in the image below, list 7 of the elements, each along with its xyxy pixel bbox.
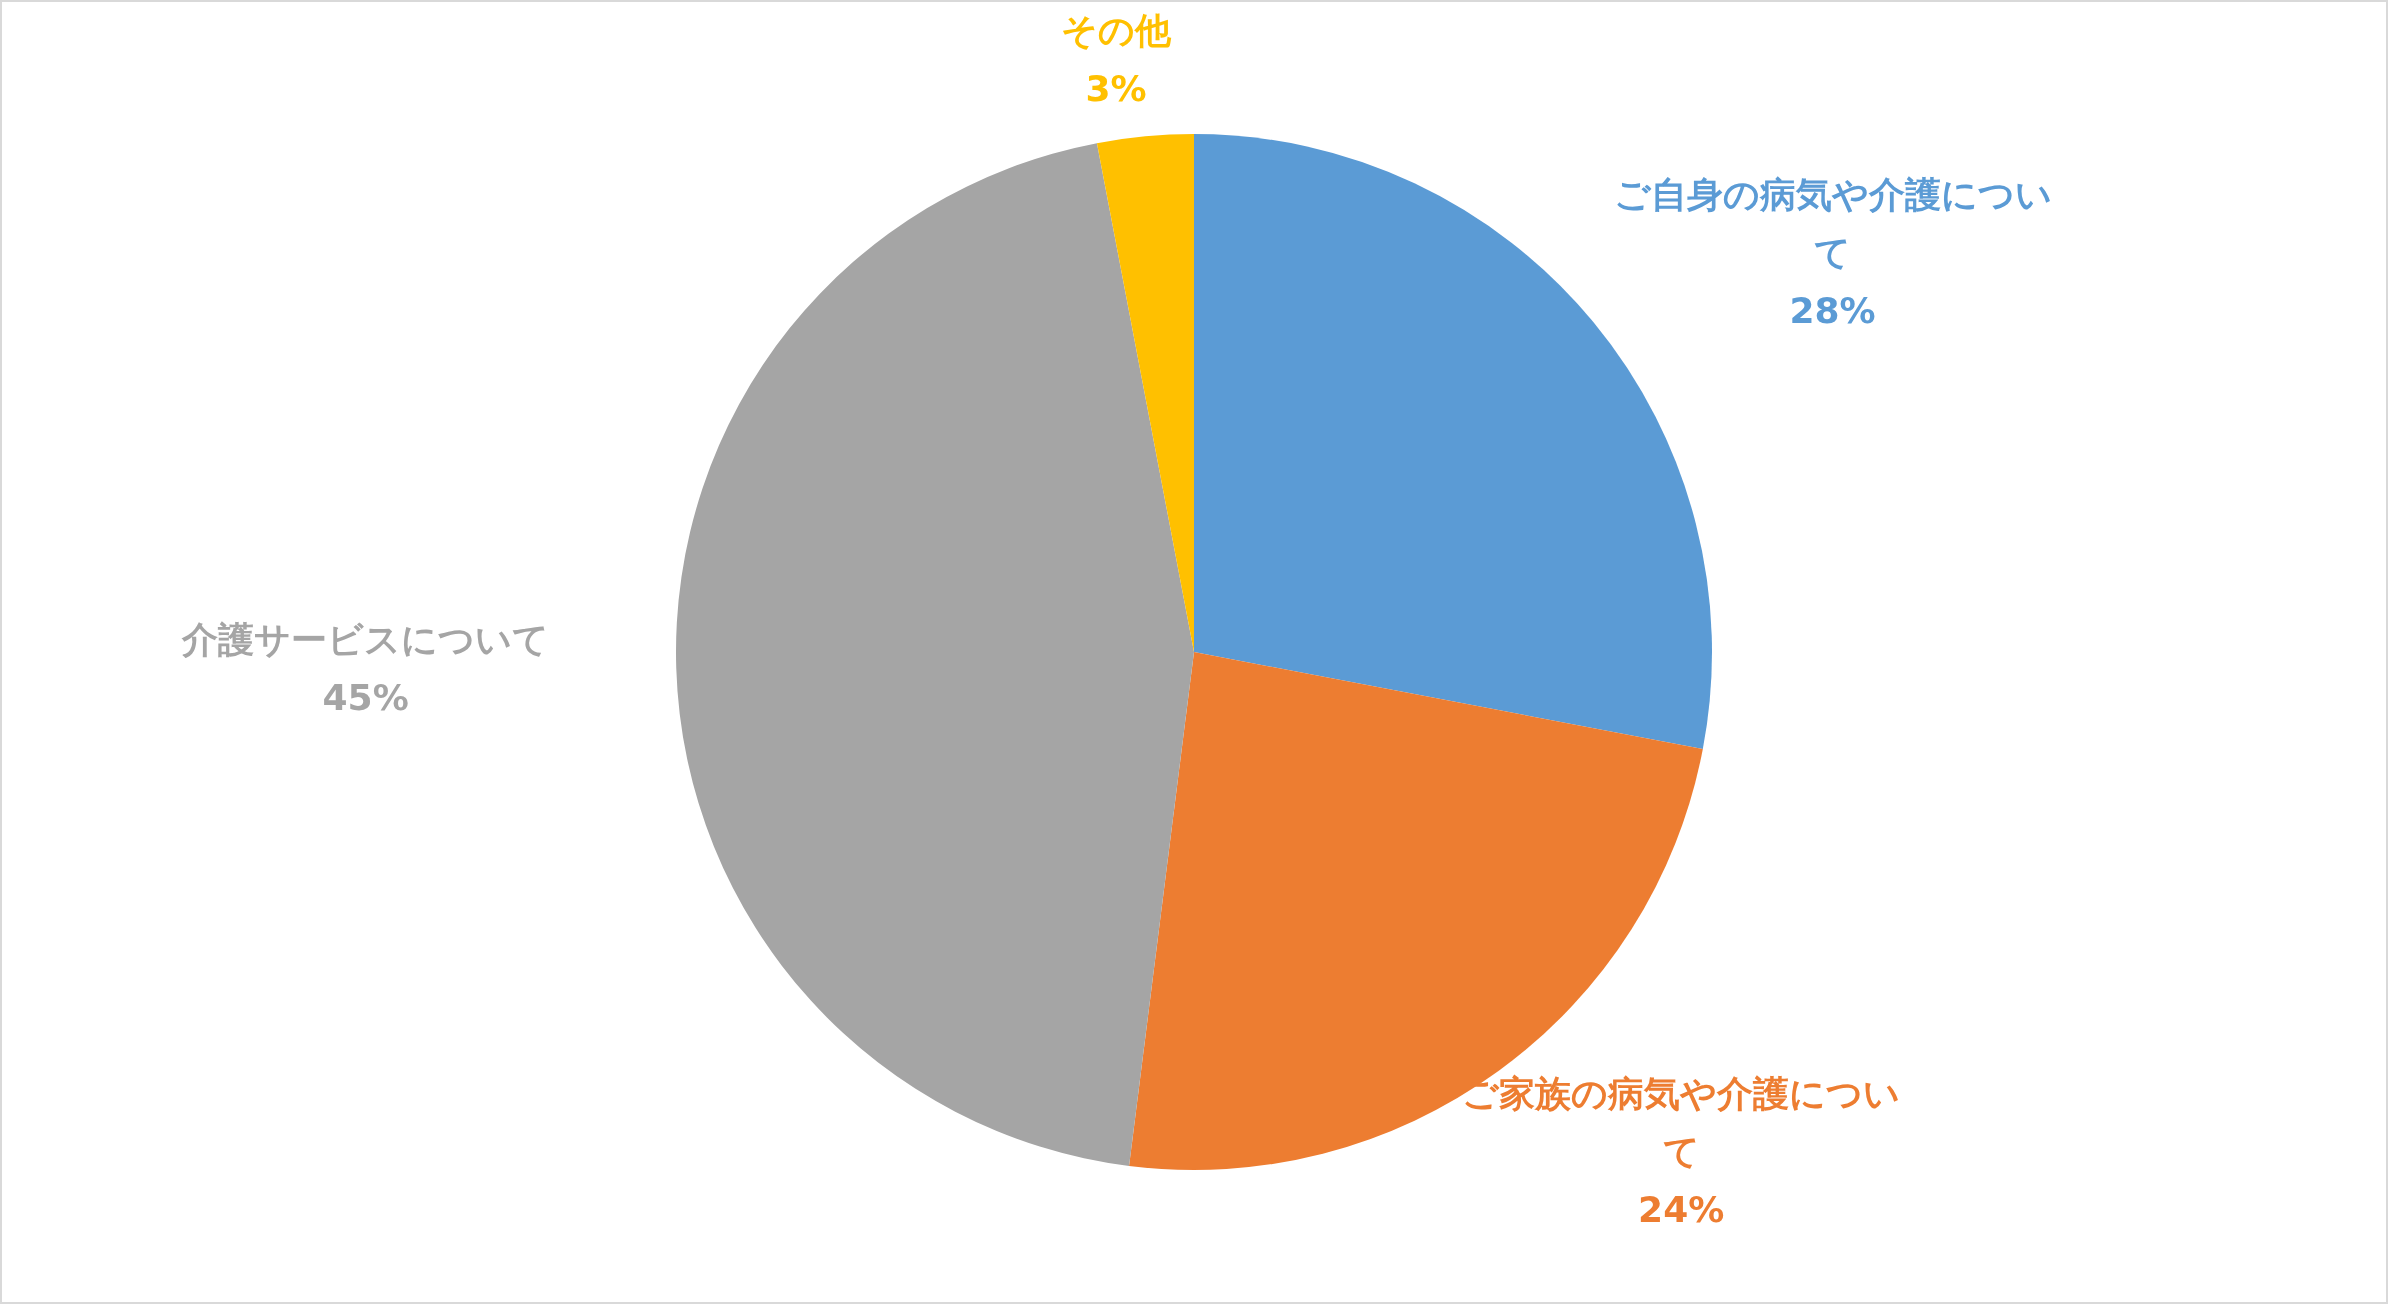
slice-label: 介護サービスについて — [181, 618, 550, 660]
slice-label: その他 — [1061, 10, 1172, 52]
data-label: 45% — [322, 676, 409, 718]
data-label: 24% — [1638, 1189, 1725, 1231]
slice-label: ご自身の病気や介護について — [1613, 174, 2052, 274]
data-label: 28% — [1789, 290, 1876, 332]
data-label: 3% — [1085, 68, 1147, 110]
